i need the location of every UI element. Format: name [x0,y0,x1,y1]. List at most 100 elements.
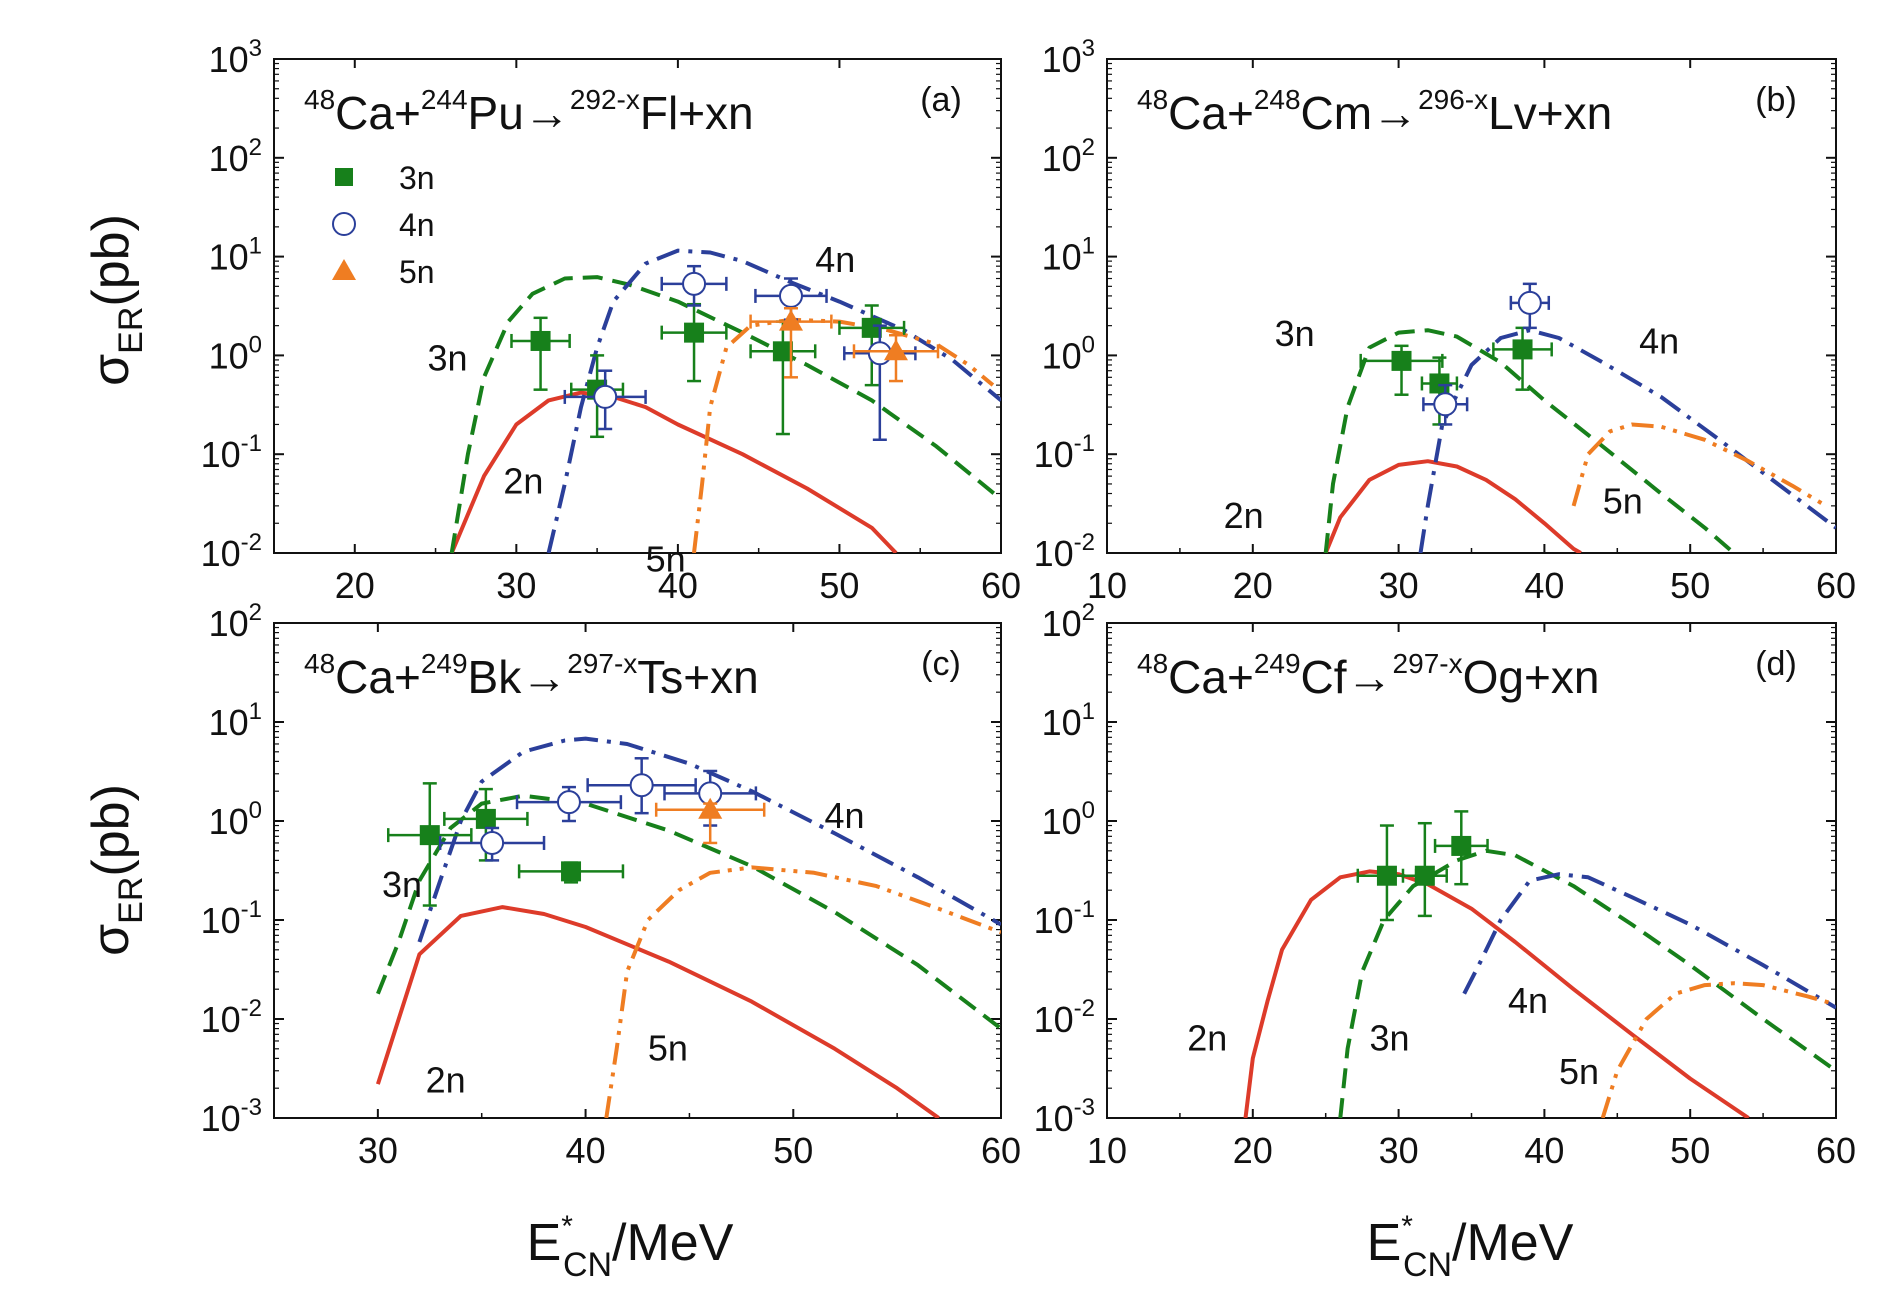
y-tick-exponent: -2 [241,995,262,1022]
marker-square [475,808,496,829]
data-point-4n [1422,383,1469,426]
data-point-3n [510,316,571,391]
x-tick-label: 40 [658,565,698,606]
y-tick-label: 102 [209,599,262,644]
y-tick-base: 10 [209,138,249,179]
title-tail: +xn [1524,651,1599,703]
data-points [1356,810,1489,922]
y-tick-exponent: 0 [249,797,262,824]
x-tick-label: 60 [981,1130,1021,1171]
x-axis-label-sup: * [561,1210,573,1243]
panel-label: (d) [1755,645,1797,683]
y-tick-base: 10 [201,533,241,574]
data-point-4n [438,826,546,862]
curve-label-4n: 4n [1508,980,1548,1021]
curve-label-2n: 2n [1187,1018,1227,1059]
data-point-3n [1359,344,1444,396]
title-target: Pu [468,87,524,139]
curve-3n [376,793,1001,1031]
curve-label-4n: 4n [824,795,864,836]
curve-label-5n: 5n [646,538,686,579]
y-tick-label: 101 [1042,233,1095,278]
marker-circle [629,773,654,798]
x-tick-label: 40 [1524,1130,1564,1171]
title-compound: Fl [640,87,678,139]
y-tick-label: 10-1 [201,430,262,475]
reaction-title: 48Ca+249Bk→297-xTs+xn [304,648,759,703]
curve-4n [417,736,1001,943]
title-mass-number: 48 [304,648,335,679]
x-axis-label-unit: /MeV [612,1214,734,1272]
legend-marker-triangle [332,259,356,280]
panels: 20 30 40 50 6010-210-11001011021033n2n4n5n(a… [201,35,1856,1171]
curve-3n [1338,848,1836,1118]
marker-triangle [778,309,803,331]
panel-c: 30 40 50 6010-310-210-11001011023n4n2n5n(c)… [201,599,1021,1171]
data-point-3n [1433,810,1489,886]
curve-2n [449,390,898,553]
title-tail: +xn [678,87,753,139]
data-points [1359,282,1553,426]
marker-square [530,330,551,351]
y-axis-label-bottom: σER(pb) [82,784,150,956]
panel-label: (b) [1755,81,1797,119]
legend-label: 3n [399,160,435,196]
y-tick-exponent: -1 [241,896,262,923]
legend: 3n 4n 5n [332,160,435,290]
x-axis-label-left: E* CN/MeV [527,1210,734,1284]
y-tick-label: 100 [209,331,262,376]
y-tick-base: 10 [1042,138,1082,179]
title-tail: +xn [1537,87,1612,139]
marker-triangle [698,797,723,819]
x-tick-label: 30 [496,565,536,606]
marker-square [861,317,882,338]
y-axis-label-symbol: σ [82,354,140,386]
curve-label-2n: 2n [503,461,543,502]
reaction-title: 48Ca+244Pu→292-xFl+xn [304,84,754,139]
y-tick-exponent: -3 [241,1094,262,1121]
y-tick-base: 10 [1042,39,1082,80]
curve-label-5n: 5n [1559,1051,1599,1092]
y-tick-label: 10-2 [201,529,262,574]
y-tick-exponent: 0 [249,331,262,358]
x-tick-label: 20 [335,565,375,606]
curve-label-4n: 4n [1639,320,1679,361]
x-tick-label: 10 [1087,1130,1127,1171]
legend-label: 4n [399,207,435,243]
title-mass-number: 48 [1137,648,1168,679]
x-tick-label: 50 [773,1130,813,1171]
marker-circle [556,790,581,815]
y-tick-base: 10 [1034,1098,1074,1139]
y-tick-exponent: 0 [1082,797,1095,824]
marker-circle [867,341,892,366]
panel-a: 20 30 40 50 6010-210-11001011021033n2n4n5n(a… [201,35,1021,606]
title-mass-number: 248 [1254,84,1301,115]
marker-square [561,861,582,882]
y-tick-exponent: -2 [1074,995,1095,1022]
curve-2n [1323,459,1582,553]
y-tick-base: 10 [1034,999,1074,1040]
y-tick-exponent: 1 [1082,233,1095,260]
curve-3n [1323,328,1736,553]
title-arrow: → [521,651,567,703]
data-point-3n [443,787,529,862]
data-point-4n [660,264,728,307]
title-mass-number: 297-x [567,648,637,679]
x-tick-label: 20 [1233,565,1273,606]
title-mass-number: 48 [304,84,335,115]
panel-label: (a) [920,81,962,119]
panel-label: (c) [921,645,961,683]
y-tick-base: 10 [209,702,249,743]
y-axis-label-symbol: σ [82,924,140,956]
data-point-3n [517,861,625,884]
y-tick-label: 102 [209,134,262,179]
y-tick-exponent: -3 [1074,1094,1095,1121]
curve-2n [375,905,940,1118]
reaction-title: 48Ca+248Cm→296-xLv+xn [1137,84,1612,139]
y-tick-exponent: 1 [1082,698,1095,725]
title-arrow: → [524,87,570,139]
data-point-3n [386,782,473,907]
y-tick-exponent: -1 [241,430,262,457]
data-point-4n [1509,282,1551,330]
